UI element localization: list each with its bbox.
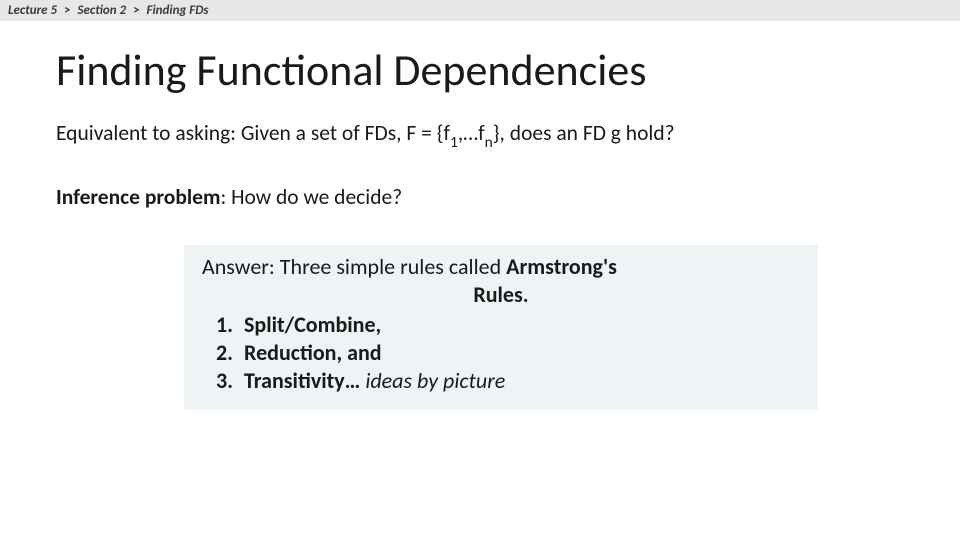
equivalent-line: Equivalent to asking: Given a set of FDs… xyxy=(56,121,904,151)
rule-2-text: Reduction, and xyxy=(244,339,382,366)
page-title: Finding Functional Dependencies xyxy=(56,47,904,93)
inference-label: Inference problem xyxy=(56,184,220,210)
answer-rules-word: Rules. xyxy=(202,281,800,309)
equiv-post: }, does an FD g hold? xyxy=(493,120,675,146)
equiv-sub1: 1 xyxy=(450,133,458,152)
answer-armstrong: Armstrong's xyxy=(506,253,617,280)
rules-list: Split/Combine, Reduction, and Transitivi… xyxy=(202,311,800,395)
breadcrumb: Lecture 5 > Section 2 > Finding FDs xyxy=(0,0,960,21)
breadcrumb-part-1: Lecture 5 xyxy=(8,3,57,18)
rule-1-text: Split/Combine, xyxy=(244,311,381,338)
breadcrumb-part-2: Section 2 xyxy=(77,3,126,18)
answer-lead: Answer: Three simple rules called xyxy=(202,253,506,280)
slide-content: Finding Functional Dependencies Equivale… xyxy=(0,21,960,410)
inference-line: Inference problem: How do we decide? xyxy=(56,185,904,211)
answer-box: Answer: Three simple rules called Armstr… xyxy=(184,245,818,410)
equiv-mid: ,…f xyxy=(458,120,485,146)
answer-lead-line: Answer: Three simple rules called Armstr… xyxy=(202,253,800,309)
rule-item-2: Reduction, and xyxy=(238,339,800,367)
equiv-sub2: n xyxy=(485,133,493,152)
rule-3-bold: Transitivity… xyxy=(244,367,365,394)
rule-item-3: Transitivity… ideas by picture xyxy=(238,367,800,395)
breadcrumb-sep: > xyxy=(60,3,74,18)
rule-item-1: Split/Combine, xyxy=(238,311,800,339)
rule-3-ideas: ideas by picture xyxy=(365,367,505,394)
breadcrumb-part-3: Finding FDs xyxy=(147,3,209,18)
equiv-pre: Equivalent to asking: Given a set of FDs… xyxy=(56,120,450,146)
inference-rest: : How do we decide? xyxy=(220,184,402,210)
breadcrumb-sep: > xyxy=(129,3,143,18)
